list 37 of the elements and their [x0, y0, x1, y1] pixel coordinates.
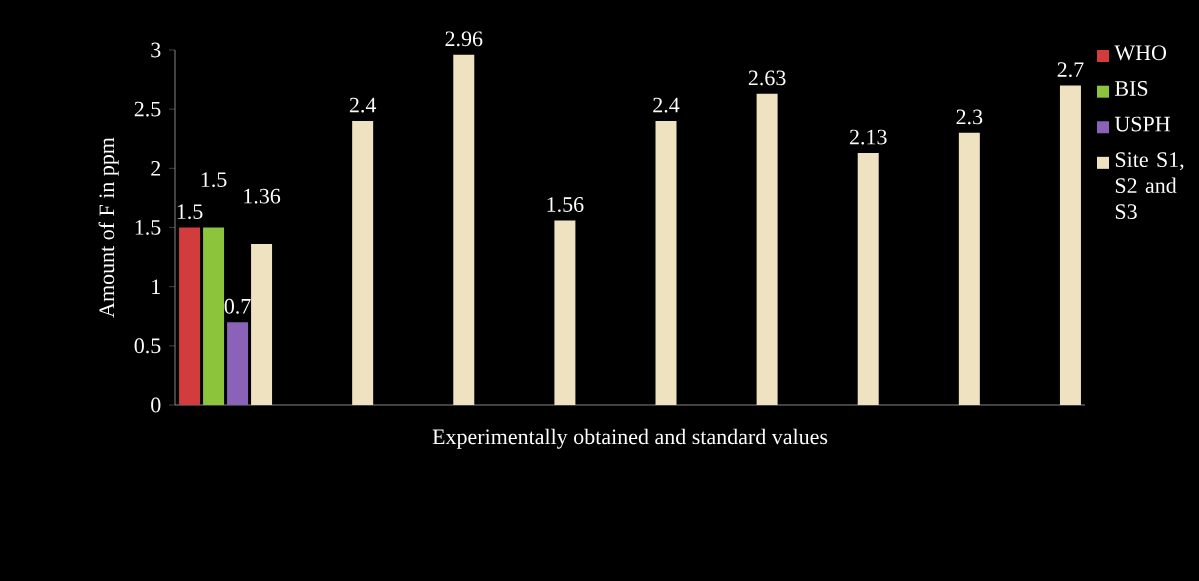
data-label: 1.5	[177, 204, 203, 220]
y-tick-label: 1	[152, 279, 160, 294]
bar	[554, 220, 576, 405]
data-label: 2.13	[849, 129, 887, 145]
y-axis-title: Amount of F in ppm	[98, 137, 119, 318]
y-tick-label: 0	[151, 397, 161, 413]
data-label: 1.36	[244, 188, 281, 204]
data-label: 1.56	[547, 197, 584, 212]
bar	[958, 132, 980, 405]
data-label: 2.4	[349, 97, 377, 113]
bar	[1059, 85, 1081, 405]
y-tick-label: 2	[151, 161, 161, 176]
x-axis-title: Experimentally obtained and standard values	[432, 428, 828, 449]
bar	[251, 244, 273, 405]
data-label: 2.3	[956, 109, 983, 125]
legend-label: WHO	[1114, 45, 1167, 61]
data-label: 2.4	[653, 97, 680, 113]
y-tick-label: 0.5	[134, 338, 161, 354]
y-tick-label: 2.5	[134, 101, 161, 117]
data-label: 1.5	[201, 172, 227, 188]
bar	[453, 54, 475, 405]
bar	[203, 227, 225, 405]
y-tick-label: 1.5	[135, 220, 161, 235]
bar	[179, 227, 201, 405]
data-label: 0.7	[224, 298, 251, 314]
bar	[857, 152, 879, 405]
y-tick-label: 3	[151, 42, 161, 58]
bar	[227, 322, 249, 405]
data-label: 2.7	[1057, 62, 1084, 78]
bar	[756, 93, 778, 405]
data-label: 2.96	[445, 31, 483, 47]
data-label: 2.63	[748, 70, 786, 86]
legend-label: BIS	[1115, 81, 1148, 96]
legend-label: Site S1, S2 and S3	[1115, 152, 1184, 220]
legend-label: USPH	[1114, 116, 1170, 132]
bar	[655, 120, 677, 405]
bar	[352, 120, 374, 405]
